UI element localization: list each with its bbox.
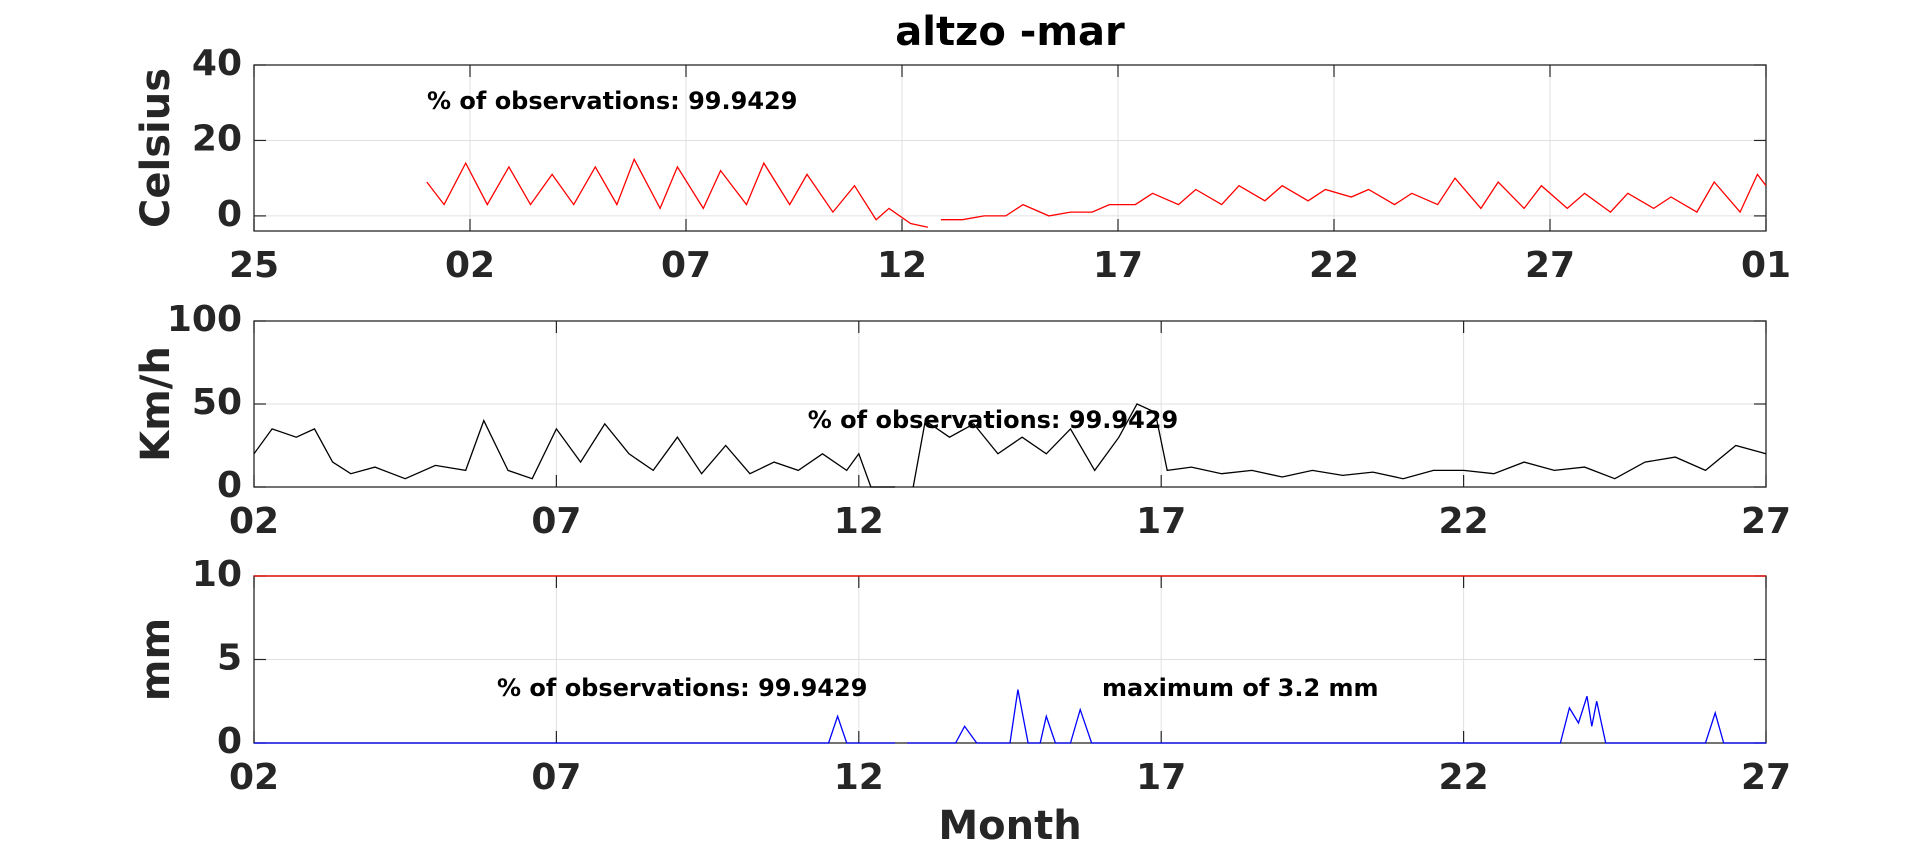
x-tick-label: 17: [1136, 757, 1186, 798]
y-tick-label: 0: [217, 465, 242, 506]
x-tick-label: 27: [1525, 245, 1575, 286]
axes-frame: [253, 320, 1767, 488]
x-tick-label: 22: [1309, 245, 1359, 286]
x-tick-label: 02: [445, 245, 495, 286]
y-tick-label: 50: [192, 382, 242, 423]
y-tick-label: 10: [192, 554, 242, 595]
x-tick-label: 02: [229, 757, 279, 798]
x-tick-label: 12: [834, 757, 884, 798]
x-tick-label: 17: [1093, 245, 1143, 286]
y-tick-label: 0: [217, 194, 242, 235]
x-tick-label: 22: [1439, 757, 1489, 798]
x-tick-label: 12: [834, 501, 884, 542]
x-tick-label: 25: [229, 245, 279, 286]
data-line: [426, 157, 1767, 228]
y-axis-label: Celsius: [133, 68, 179, 228]
x-tick-label: 12: [877, 245, 927, 286]
y-axis-label: Km/h: [133, 346, 179, 462]
y-tick-label: 100: [167, 299, 242, 340]
x-tick-label: 07: [531, 501, 581, 542]
x-axis-label: Month: [938, 803, 1081, 841]
annotation: % of observations: 99.9429: [497, 674, 867, 702]
x-tick-label: 22: [1439, 501, 1489, 542]
y-tick-label: 0: [217, 721, 242, 762]
data-line: [253, 403, 1767, 488]
plot-area: [254, 65, 1766, 231]
y-axis-label: mm: [133, 618, 179, 701]
y-tick-label: 20: [192, 118, 242, 159]
x-tick-label: 27: [1741, 501, 1791, 542]
x-tick-label: 07: [661, 245, 711, 286]
annotation: % of observations: 99.9429: [808, 406, 1178, 434]
x-tick-label: 17: [1136, 501, 1186, 542]
annotation: maximum of 3.2 mm: [1102, 674, 1379, 702]
annotation: % of observations: 99.9429: [427, 87, 797, 115]
x-tick-label: 01: [1741, 245, 1791, 286]
chart-title: altzo -mar: [895, 9, 1125, 55]
data-line: [254, 689, 1766, 744]
x-tick-label: 02: [229, 501, 279, 542]
y-tick-label: 40: [192, 43, 242, 84]
y-tick-label: 5: [217, 638, 242, 679]
x-tick-label: 07: [531, 757, 581, 798]
axes-frame: [253, 64, 1767, 232]
x-tick-label: 27: [1741, 757, 1791, 798]
